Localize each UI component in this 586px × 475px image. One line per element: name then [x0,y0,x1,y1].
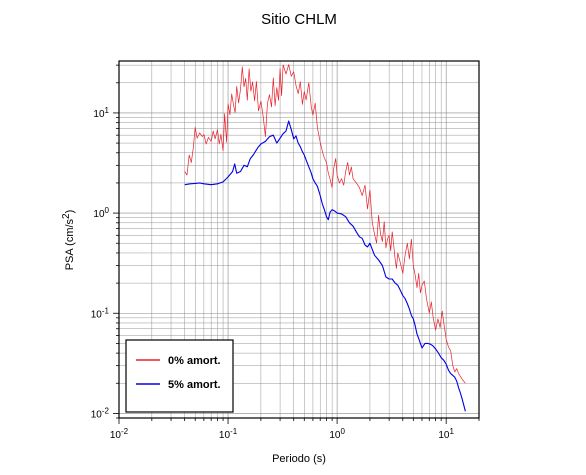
x-tick-label: 10-2 [110,427,129,441]
x-tick-base: 10 [329,430,341,441]
y-tick-label: 101 [93,106,109,120]
y-tick-base: 10 [91,409,103,420]
y-tick-exp: -2 [102,406,110,415]
y-axis-label-end: ) [64,210,76,214]
x-tick-base: 10 [219,430,231,441]
x-tick-exp: 0 [340,427,345,436]
legend-label-1: 5% amort. [168,379,221,391]
series-layer [184,64,466,412]
x-axis-label: Periodo (s) [272,453,326,465]
y-axis-label: PSA (cm/s2) [61,210,76,271]
grid-lines [118,61,480,419]
y-tick-label: 100 [93,206,109,220]
legend-box [125,339,234,413]
y-tick-exp: 1 [105,106,110,115]
x-tick-base: 10 [110,430,122,441]
y-axis-label-main: PSA (cm/s [64,218,76,270]
plot-frame [118,60,480,419]
legend-label-0: 0% amort. [168,355,221,367]
y-tick-base: 10 [93,109,105,120]
y-tick-exp: -1 [102,306,110,315]
x-tick-label: 100 [329,427,345,441]
y-tick-base: 10 [93,209,105,220]
series-line-0 [184,64,466,384]
x-tick-label: 101 [438,427,454,441]
x-tick-label: 10-1 [219,427,238,441]
x-tick-base: 10 [438,430,450,441]
y-axis-label-sup: 2 [61,213,72,219]
chart-title: Sitio CHLM [261,11,337,28]
y-tick-label: 10-2 [91,406,110,420]
y-tick-exp: 0 [105,206,110,215]
legend: 0% amort. 5% amort. [125,339,234,413]
y-tick-label: 10-1 [91,306,110,320]
x-tick-exp: -2 [121,427,129,436]
series-line-1 [184,120,466,412]
x-tick-exp: 1 [450,427,455,436]
y-tick-base: 10 [91,309,103,320]
x-tick-exp: -1 [230,427,238,436]
